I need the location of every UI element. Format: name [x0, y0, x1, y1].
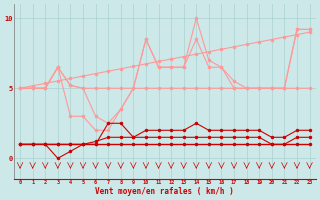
- X-axis label: Vent moyen/en rafales ( km/h ): Vent moyen/en rafales ( km/h ): [95, 187, 234, 196]
